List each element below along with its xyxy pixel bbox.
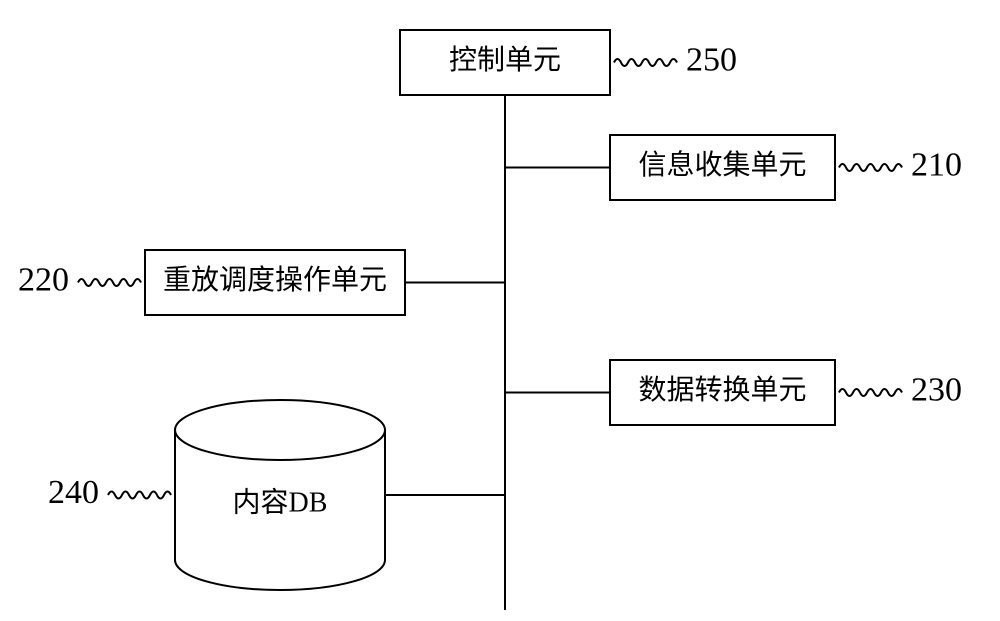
replay-ref: 220 xyxy=(18,261,69,298)
block-diagram: 控制单元 250 信息收集单元 210 重放调度操作单元 220 数据转换单元 230 内容DB… xyxy=(0,0,1000,621)
convert-ref: 230 xyxy=(911,371,962,408)
replay-leader xyxy=(78,279,141,286)
convert-label: 数据转换单元 xyxy=(638,374,806,406)
info-collect-label: 信息收集单元 xyxy=(638,149,806,181)
control-unit-leader xyxy=(614,59,677,66)
db-leader xyxy=(108,492,171,499)
convert-leader xyxy=(839,389,902,396)
replay-label: 重放调度操作单元 xyxy=(163,264,387,296)
db-ref: 240 xyxy=(48,474,99,511)
info-collect-ref: 210 xyxy=(911,146,962,183)
db-top xyxy=(175,400,385,460)
info-collect-leader xyxy=(839,164,902,171)
control-unit-ref: 250 xyxy=(686,41,737,78)
db-label: 内容DB xyxy=(233,486,328,518)
control-unit-label: 控制单元 xyxy=(449,44,561,76)
